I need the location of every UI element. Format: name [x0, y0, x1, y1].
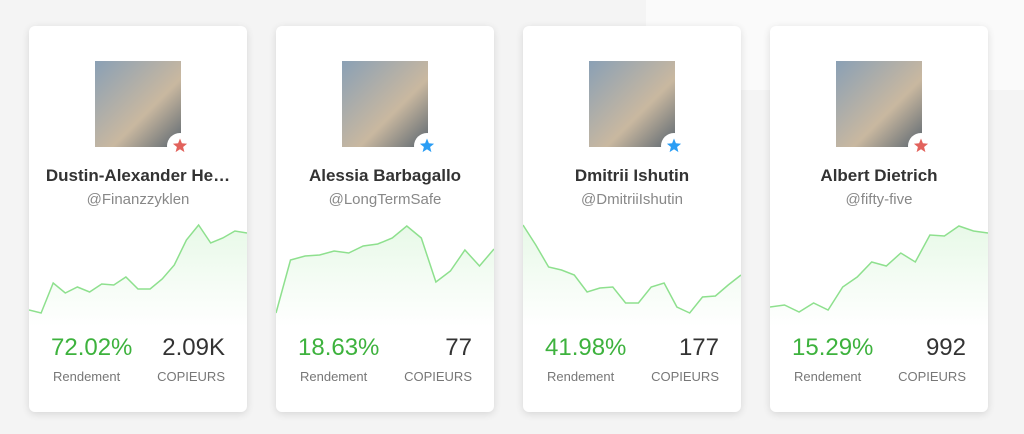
- copiers-label: COPIEURS: [651, 369, 719, 384]
- trader-handle: @Finanzzyklen: [86, 191, 190, 208]
- badge: [414, 133, 440, 159]
- copiers-value: 77: [445, 334, 472, 361]
- star: [419, 138, 435, 153]
- return-label: Rendement: [547, 369, 615, 384]
- star: [913, 138, 929, 153]
- sparkline-area: [276, 226, 494, 326]
- sparkline-area: [523, 225, 741, 326]
- trader-card[interactable]: Alessia Barbagallo @LongTermSafe 18.63% 77 R…: [276, 26, 494, 412]
- sparkline-line: [29, 223, 247, 314]
- star-icon: [172, 138, 188, 153]
- trader-card[interactable]: Dustin-Alexander He… @Finanzzyklen 72.02% 2…: [29, 26, 247, 412]
- trader-name: Dmitrii Ishutin: [574, 166, 690, 185]
- star-icon: [419, 138, 435, 153]
- sparkline: [770, 225, 988, 326]
- trader-card[interactable]: Dmitrii Ishutin @DmitriiIshutin 41.98% 177 R…: [523, 26, 741, 412]
- copiers-value: 177: [678, 334, 719, 361]
- trader-name: Albert Dietrich: [820, 166, 938, 185]
- copiers-value: 992: [925, 334, 966, 361]
- sparkline: [29, 223, 247, 326]
- return-label: Rendement: [300, 369, 368, 384]
- copiers-label: COPIEURS: [157, 369, 225, 384]
- avatar: [342, 61, 428, 147]
- star: [666, 138, 682, 153]
- badge: [167, 133, 193, 159]
- sparkline-area: [29, 225, 247, 326]
- copiers-label: COPIEURS: [898, 369, 966, 384]
- star: [172, 138, 188, 153]
- badge: [661, 133, 687, 159]
- return-value: 18.63%: [298, 334, 380, 361]
- return-label: Rendement: [53, 369, 121, 384]
- return-value: 41.98%: [545, 334, 627, 361]
- copiers-value: 2.09K: [162, 334, 225, 361]
- star-icon: [913, 138, 929, 153]
- badge: [908, 133, 934, 159]
- sparkline: [276, 225, 494, 326]
- return-value: 72.02%: [51, 334, 133, 361]
- trader-name: Dustin-Alexander He…: [45, 166, 231, 185]
- trader-name: Alessia Barbagallo: [308, 166, 462, 185]
- avatar: [95, 61, 181, 147]
- sparkline-line: [770, 225, 988, 313]
- avatar: [589, 61, 675, 147]
- avatar: [836, 61, 922, 147]
- trader-handle: @DmitriiIshutin: [581, 191, 683, 208]
- trader-card[interactable]: Albert Dietrich @fifty-five 15.29% 992 Rende…: [770, 26, 988, 412]
- sparkline-line: [523, 224, 741, 314]
- star-icon: [666, 138, 682, 153]
- copiers-label: COPIEURS: [404, 369, 472, 384]
- trader-handle: @LongTermSafe: [328, 191, 442, 208]
- sparkline-line: [276, 225, 494, 314]
- return-value: 15.29%: [792, 334, 874, 361]
- return-label: Rendement: [794, 369, 862, 384]
- sparkline-area: [770, 226, 988, 326]
- trader-handle: @fifty-five: [845, 191, 913, 208]
- sparkline: [523, 224, 741, 326]
